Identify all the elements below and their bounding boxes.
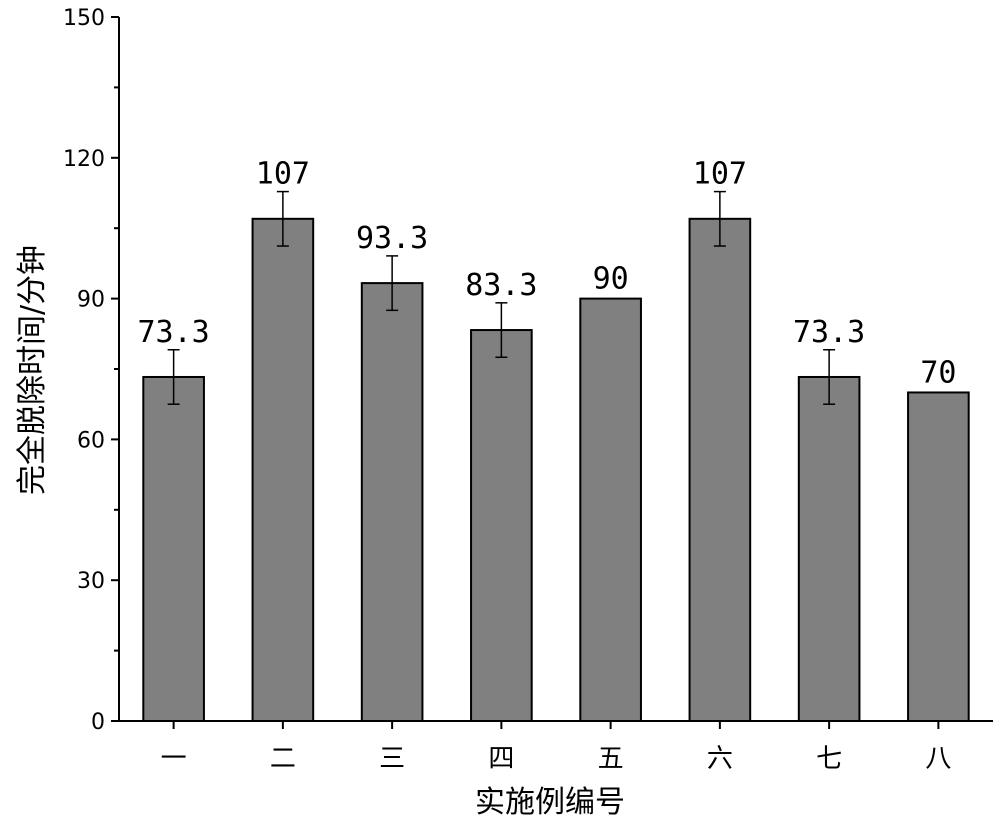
- bar: [690, 219, 751, 721]
- bar: [580, 299, 641, 721]
- x-category-label: 一: [161, 744, 187, 774]
- x-category-label: 三: [379, 744, 405, 774]
- bar: [908, 392, 969, 721]
- y-tick-label: 120: [63, 147, 105, 172]
- x-category-label: 八: [925, 744, 951, 774]
- x-axis-title: 实施例编号: [475, 785, 625, 820]
- y-tick-label: 150: [63, 6, 105, 31]
- x-category-label: 七: [816, 744, 842, 774]
- x-category-label: 二: [270, 744, 296, 774]
- y-tick-label: 60: [77, 428, 105, 453]
- bar-value-label: 73.3: [793, 315, 865, 350]
- bar: [253, 219, 314, 721]
- bar: [799, 377, 860, 721]
- plot-area: 73.3 107 93.3 83.3 90 107 73.3 70: [138, 157, 969, 721]
- bar: [471, 330, 532, 721]
- bar-value-label: 70: [920, 355, 956, 390]
- bar: [143, 377, 204, 721]
- x-category-label: 五: [598, 744, 624, 774]
- bar-value-label: 83.3: [465, 268, 537, 303]
- x-category-label: 六: [707, 744, 733, 774]
- y-tick-label: 0: [91, 710, 105, 735]
- bar: [362, 283, 423, 721]
- bar-value-label: 73.3: [138, 315, 210, 350]
- bar-value-label: 107: [256, 157, 310, 192]
- bar-value-label: 107: [693, 157, 747, 192]
- bar-value-label: 93.3: [356, 221, 428, 256]
- bar-value-label: 90: [593, 262, 629, 297]
- y-axis-title: 完全脱除时间/分钟: [15, 245, 50, 495]
- y-tick-label: 90: [77, 288, 105, 313]
- x-category-label: 四: [488, 744, 514, 774]
- y-tick-label: 30: [77, 569, 105, 594]
